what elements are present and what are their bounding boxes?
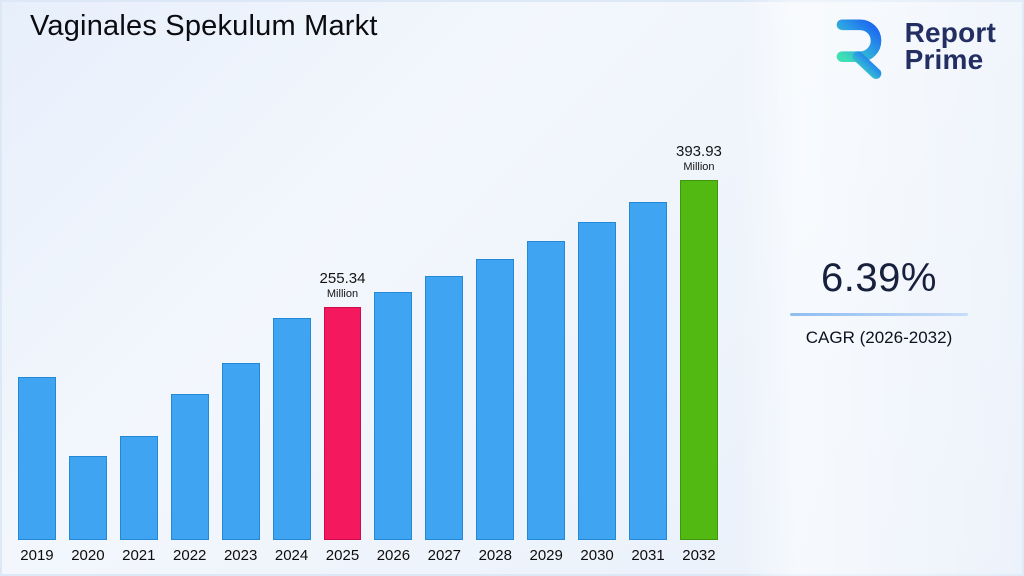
- bar-value-number: 255.34: [319, 269, 366, 287]
- logo-word-report: Report: [904, 16, 996, 48]
- bar-column-2030: 2030: [578, 222, 617, 564]
- bar-2025: [323, 306, 362, 540]
- bar-value-label-2025: 255.34 Million: [320, 270, 366, 300]
- x-axis-label-2022: 2022: [173, 547, 207, 564]
- bar-2028: [476, 259, 515, 540]
- cagr-block: 6.39% CAGR (2026-2032): [790, 256, 968, 348]
- x-axis-label-2030: 2030: [580, 547, 614, 564]
- bar-2031: [629, 201, 667, 540]
- cagr-underline: [790, 313, 968, 316]
- bar-column-2029: 2029: [527, 241, 566, 564]
- bar-2030: [578, 222, 617, 540]
- bar-chart: 2019 2020 2021 2022 2023 2024 255.34 Million 202…: [18, 129, 722, 564]
- report-prime-logo-text: Report Prime: [904, 16, 996, 75]
- bar-2020: [68, 455, 107, 540]
- bar-column-2028: 2028: [476, 259, 515, 564]
- x-axis-label-2020: 2020: [71, 547, 105, 564]
- x-axis-label-2021: 2021: [122, 547, 156, 564]
- x-axis-label-2019: 2019: [20, 547, 54, 564]
- x-axis-label-2023: 2023: [223, 547, 258, 564]
- bar-value-label-2032: 393.93 Million: [676, 143, 722, 173]
- page-title: Vaginales Spekulum Markt: [30, 10, 378, 42]
- x-axis-label-2025: 2025: [325, 547, 360, 564]
- x-axis-label-2032: 2032: [682, 547, 716, 564]
- cagr-label: CAGR (2026-2032): [805, 328, 953, 347]
- bar-column-2021: 2021: [119, 435, 158, 564]
- x-axis-label-2026: 2026: [376, 547, 411, 564]
- bar-2024: [272, 317, 311, 540]
- cagr-value: 6.39%: [821, 256, 937, 300]
- bar-column-2031: 2031: [629, 201, 667, 564]
- bar-2032: [679, 180, 718, 540]
- bar-chart-bars: 2019 2020 2021 2022 2023 2024 255.34 Million 202…: [18, 129, 722, 564]
- logo-word-prime: Prime: [904, 44, 984, 75]
- bar-column-2020: 2020: [68, 455, 107, 564]
- x-axis-label-2031: 2031: [631, 547, 665, 564]
- report-prime-logo-icon: [836, 19, 881, 79]
- bar-2022: [170, 393, 209, 540]
- bar-value-unit: Million: [683, 161, 715, 173]
- x-axis-label-2028: 2028: [478, 547, 512, 564]
- bar-column-2026: 2026: [374, 291, 413, 564]
- bar-column-2025: 255.34 Million 2025: [320, 270, 366, 564]
- bar-value-unit: Million: [326, 287, 359, 300]
- bar-2019: [18, 377, 56, 540]
- bar-column-2024: 2024: [272, 317, 311, 564]
- bar-column-2019: 2019: [18, 377, 56, 564]
- bar-column-2022: 2022: [170, 393, 209, 564]
- bar-column-2023: 2023: [221, 362, 260, 564]
- bar-column-2027: 2027: [425, 275, 464, 564]
- report-prime-logo: Report Prime: [823, 12, 996, 80]
- bar-2026: [374, 291, 413, 540]
- bar-2023: [221, 362, 260, 540]
- bar-value-number: 393.93: [676, 143, 722, 160]
- bar-2021: [119, 435, 158, 540]
- bar-2029: [527, 241, 566, 540]
- bar-2027: [425, 275, 464, 540]
- x-axis-label-2024: 2024: [274, 547, 309, 564]
- x-axis-label-2027: 2027: [427, 547, 462, 564]
- x-axis-label-2029: 2029: [529, 547, 563, 564]
- bar-column-2032: 393.93 Million 2032: [676, 143, 722, 564]
